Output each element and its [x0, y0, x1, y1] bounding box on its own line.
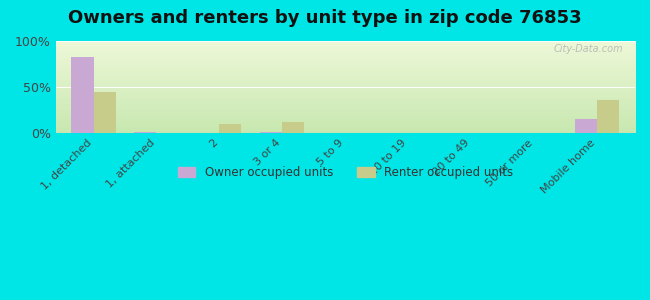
- Bar: [261, 132, 282, 133]
- Bar: [597, 100, 619, 133]
- Bar: [135, 132, 157, 133]
- Bar: [94, 92, 116, 133]
- Bar: [220, 124, 242, 133]
- Bar: [282, 122, 304, 133]
- Bar: [72, 57, 94, 133]
- Text: Owners and renters by unit type in zip code 76853: Owners and renters by unit type in zip c…: [68, 9, 582, 27]
- Text: City-Data.com: City-Data.com: [554, 44, 623, 54]
- Bar: [575, 119, 597, 133]
- Legend: Owner occupied units, Renter occupied units: Owner occupied units, Renter occupied un…: [173, 161, 518, 184]
